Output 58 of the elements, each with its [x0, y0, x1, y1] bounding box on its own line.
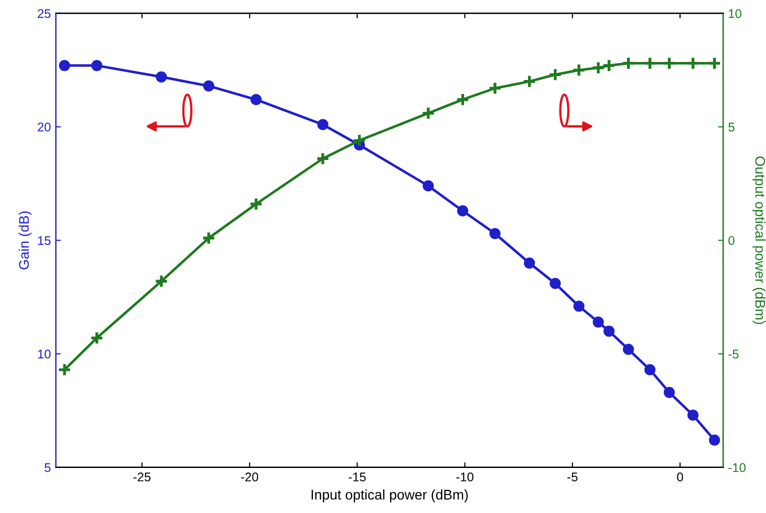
x-tick-label: -15	[348, 472, 366, 482]
point	[317, 119, 328, 130]
point	[664, 386, 675, 398]
y2-tick-label: 10	[728, 9, 742, 18]
y-tick-label: 15	[38, 236, 51, 245]
point	[489, 228, 501, 240]
point	[457, 205, 468, 216]
point	[687, 410, 699, 421]
y-axis-title: Gain (dB)	[18, 211, 32, 270]
point	[90, 331, 104, 345]
x-axis-title: Input optical power (dBm)	[312, 489, 468, 502]
point	[422, 180, 434, 192]
y2-tick-label: -5	[728, 350, 739, 358]
point	[522, 74, 536, 88]
x-tick-label: 0	[677, 472, 684, 482]
point	[686, 56, 700, 70]
point	[352, 134, 366, 148]
point	[602, 58, 616, 72]
point	[456, 92, 470, 107]
point	[91, 60, 102, 72]
point	[249, 197, 264, 211]
point	[421, 106, 436, 120]
point	[644, 364, 656, 376]
point	[603, 326, 615, 337]
point	[621, 56, 636, 70]
y-tick-label: 5	[44, 463, 51, 472]
y2-axis-title: Output optical power (dBm)	[752, 156, 766, 324]
point	[591, 60, 606, 75]
point	[58, 60, 70, 72]
point	[58, 362, 72, 377]
point	[154, 274, 168, 288]
point	[622, 344, 634, 355]
point	[572, 63, 586, 78]
y2-tick-label: 5	[728, 122, 734, 132]
point	[203, 80, 214, 92]
x-tick-label: -10	[456, 472, 474, 482]
point	[550, 278, 561, 290]
point	[708, 56, 722, 70]
y-tick-label: 20	[38, 122, 51, 132]
y-tick-label: 10	[38, 350, 51, 358]
point	[524, 257, 535, 269]
point	[708, 434, 720, 446]
point	[592, 316, 604, 328]
point	[488, 81, 502, 96]
y2-tick-label: -10	[728, 463, 746, 472]
y2-tick-label: 0	[728, 236, 734, 245]
x-tick-label: -20	[241, 472, 258, 482]
point	[156, 71, 167, 82]
x-tick-label: -5	[567, 472, 578, 482]
x-tick-label: -25	[134, 472, 151, 482]
point	[573, 300, 584, 312]
point	[642, 56, 657, 70]
y-tick-label: 25	[38, 9, 51, 18]
point	[202, 231, 216, 246]
point	[250, 94, 262, 106]
point	[548, 68, 562, 82]
point	[316, 152, 330, 166]
point	[662, 56, 676, 70]
